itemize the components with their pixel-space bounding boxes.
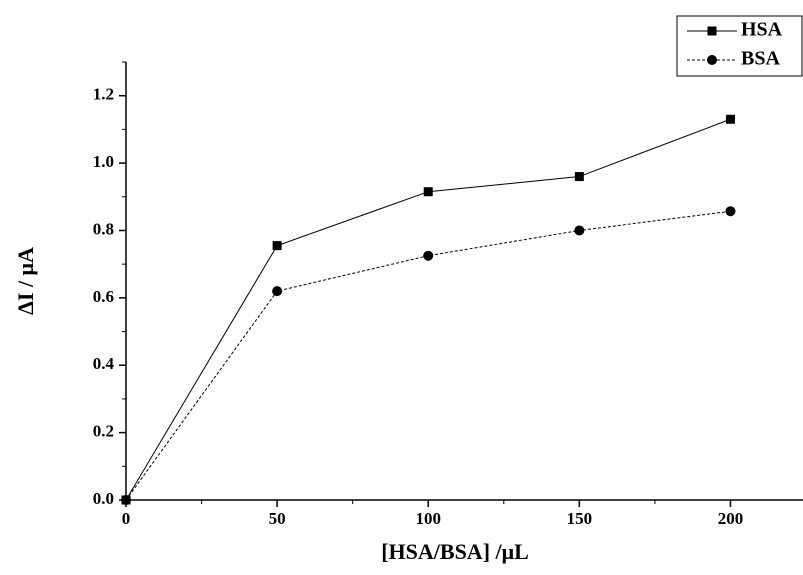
y-axis-title: ΔI / μA xyxy=(13,247,38,315)
legend-label: HSA xyxy=(741,19,783,41)
legend-label: BSA xyxy=(741,48,780,70)
marker xyxy=(121,495,131,505)
marker xyxy=(423,250,434,261)
y-tick-label: 1.0 xyxy=(93,152,114,171)
marker xyxy=(272,286,283,297)
marker xyxy=(707,26,717,36)
x-tick-label: 150 xyxy=(567,509,593,528)
x-tick-label: 200 xyxy=(718,509,744,528)
marker xyxy=(574,225,585,236)
y-tick-label: 0.4 xyxy=(93,354,115,373)
marker xyxy=(725,114,735,124)
series-line xyxy=(125,210,731,501)
y-tick-label: 1.2 xyxy=(93,85,114,104)
y-tick-label: 0.6 xyxy=(93,287,114,306)
legend-box xyxy=(676,15,803,77)
marker xyxy=(272,241,282,251)
x-tick-label: 50 xyxy=(269,509,286,528)
marker xyxy=(423,187,433,197)
x-tick-label: 100 xyxy=(415,509,441,528)
marker xyxy=(707,55,717,65)
x-axis-title: [HSA/BSA] /μL xyxy=(381,539,529,564)
x-tick-label: 0 xyxy=(122,509,131,528)
y-tick-label: 0.0 xyxy=(93,489,114,508)
series-line xyxy=(125,118,731,501)
y-tick-label: 0.2 xyxy=(93,422,114,441)
marker xyxy=(725,206,736,217)
y-tick-label: 0.8 xyxy=(93,219,114,238)
marker xyxy=(574,172,584,182)
